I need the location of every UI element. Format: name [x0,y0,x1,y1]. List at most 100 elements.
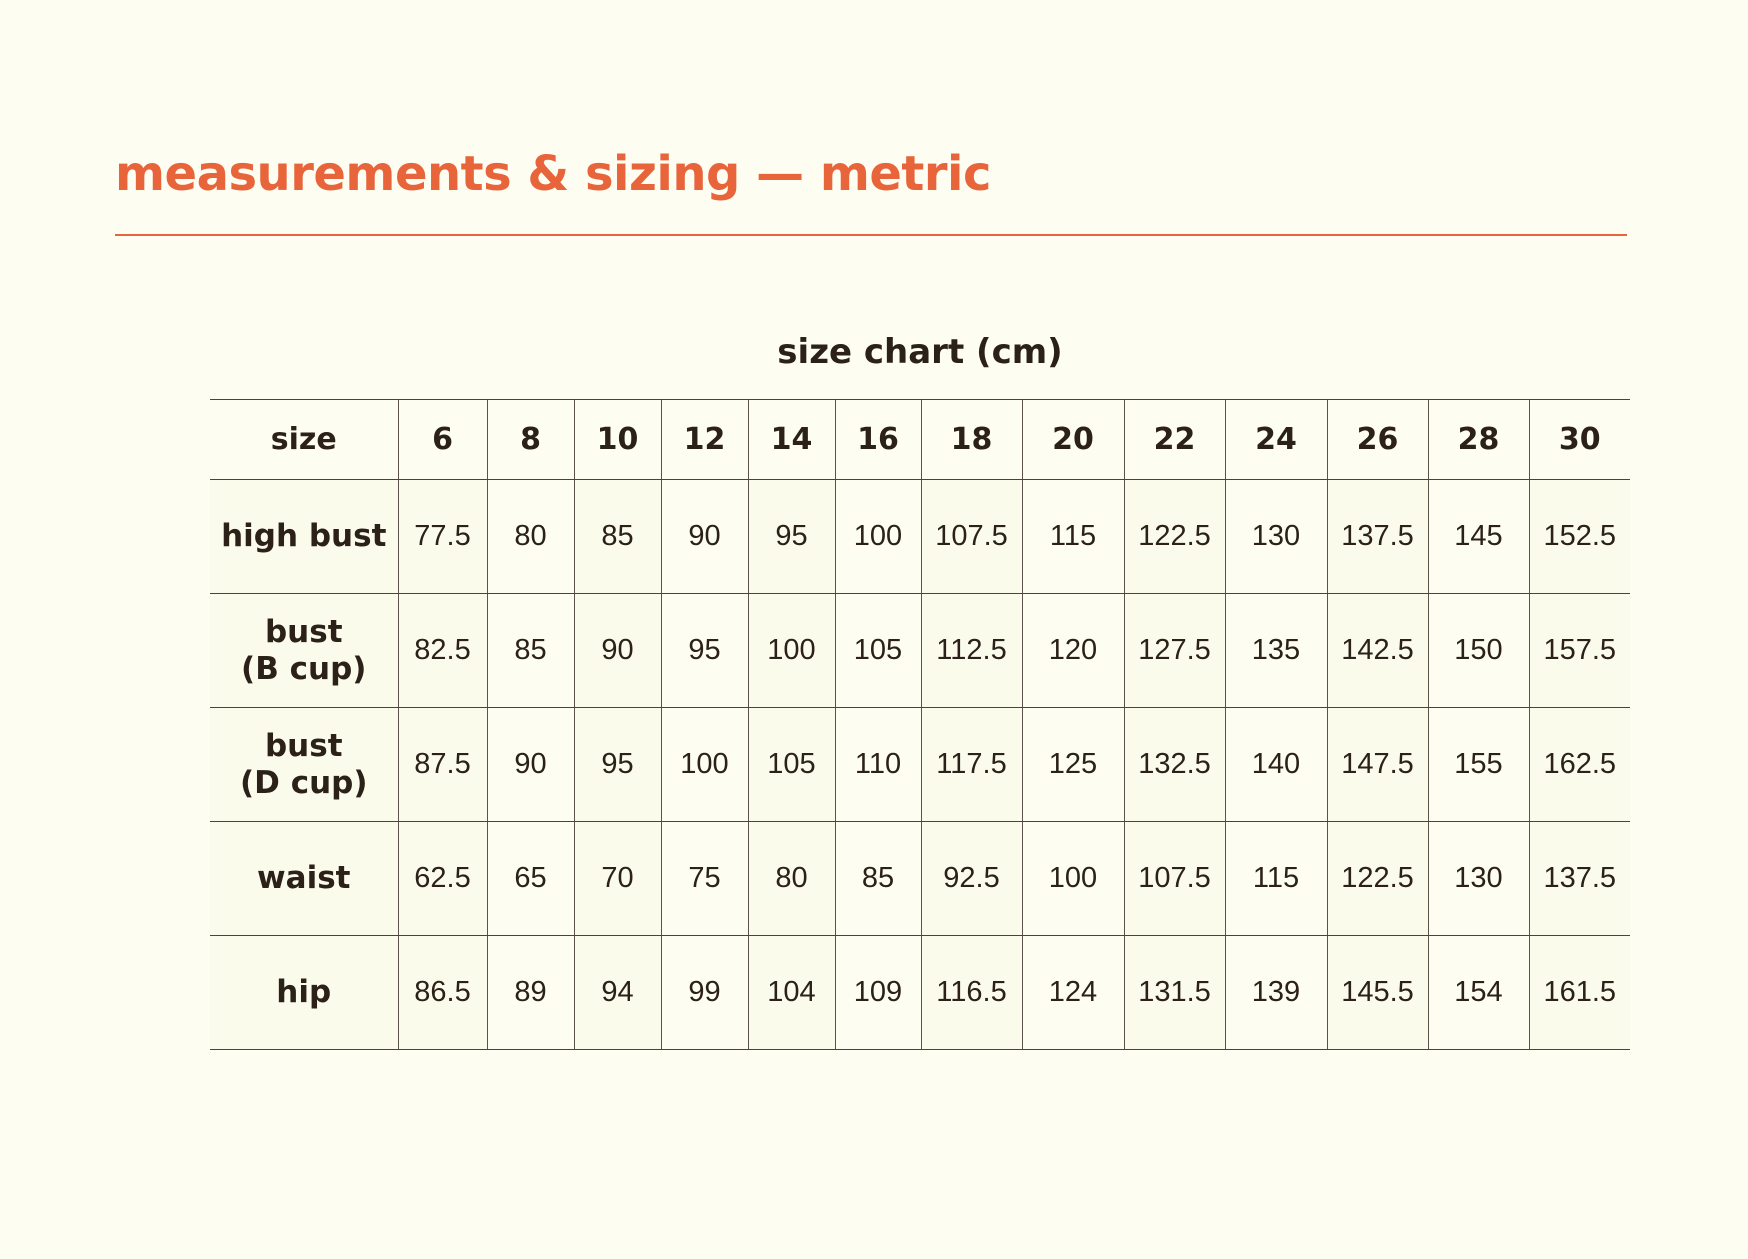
table-cell: 145 [1427,479,1529,594]
table-cell: 65 [486,821,574,936]
header-row: size 6 8 10 12 14 16 18 20 22 24 26 28 30 [210,399,1630,480]
table-row: bust (D cup) 87.5 90 95 100 105 110 117.5 125 132.… [210,707,1630,822]
table-cell: 109 [834,935,921,1050]
table-cell: 105 [834,593,921,708]
table-cell: 92.5 [920,821,1022,936]
row-label: waist [210,821,398,936]
row-label-line: waist [257,860,351,896]
page-title: measurements & sizing — metric [115,146,991,202]
table-cell: 75 [660,821,748,936]
table-cell: 145.5 [1326,935,1428,1050]
table-cell: 85 [834,821,921,936]
table-cell: 117.5 [920,707,1022,822]
table-cell: 122.5 [1123,479,1225,594]
table-row: hip 86.5 89 94 99 104 109 116.5 124 131.5 139 145.5… [210,935,1630,1050]
table-cell: 80 [486,479,574,594]
table-cell: 104 [747,935,835,1050]
row-label-line: high bust [221,518,387,554]
header-size-28: 28 [1427,399,1529,480]
table-cell: 157.5 [1528,593,1630,708]
row-label-line: (D cup) [240,764,368,801]
header-size-12: 12 [660,399,748,480]
table-cell: 162.5 [1528,707,1630,822]
table-cell: 62.5 [397,821,487,936]
table-row: bust (B cup) 82.5 85 90 95 100 105 112.5 120 127.5… [210,593,1630,708]
table-cell: 105 [747,707,835,822]
header-size-24: 24 [1224,399,1327,480]
table-cell: 140 [1224,707,1327,822]
table-cell: 115 [1021,479,1124,594]
table-cell: 90 [486,707,574,822]
row-label-line: (B cup) [241,650,367,687]
table-cell: 100 [660,707,748,822]
title-divider [115,234,1627,236]
table-cell: 139 [1224,935,1327,1050]
table-cell: 90 [573,593,661,708]
table-cell: 147.5 [1326,707,1428,822]
table-cell: 80 [747,821,835,936]
table-cell: 86.5 [397,935,487,1050]
table-cell: 135 [1224,593,1327,708]
header-size-18: 18 [920,399,1022,480]
table-cell: 120 [1021,593,1124,708]
table-cell: 115 [1224,821,1327,936]
table-cell: 95 [660,593,748,708]
table-row: waist 62.5 65 70 75 80 85 92.5 100 107.5 115 122.5 1… [210,821,1630,936]
table-cell: 137.5 [1326,479,1428,594]
header-size-26: 26 [1326,399,1428,480]
table-cell: 130 [1427,821,1529,936]
table-cell: 95 [747,479,835,594]
table-cell: 100 [1021,821,1124,936]
header-size-22: 22 [1123,399,1225,480]
table-cell: 131.5 [1123,935,1225,1050]
table-cell: 154 [1427,935,1529,1050]
header-size-20: 20 [1021,399,1124,480]
table-cell: 137.5 [1528,821,1630,936]
table-cell: 150 [1427,593,1529,708]
table-cell: 100 [747,593,835,708]
row-label-line: hip [276,974,332,1010]
header-size-8: 8 [486,399,574,480]
table-cell: 155 [1427,707,1529,822]
table-cell: 142.5 [1326,593,1428,708]
table-title: size chart (cm) [777,332,1063,372]
table-cell: 94 [573,935,661,1050]
table-cell: 122.5 [1326,821,1428,936]
table-row: high bust 77.5 80 85 90 95 100 107.5 115 122.5 130… [210,479,1630,594]
size-chart-table: size 6 8 10 12 14 16 18 20 22 24 26 28 30 high bust 7… [210,399,1630,1050]
header-size-label: size [210,399,398,480]
table-cell: 85 [573,479,661,594]
header-size-14: 14 [747,399,835,480]
table-cell: 107.5 [920,479,1022,594]
table-cell: 130 [1224,479,1327,594]
table-cell: 124 [1021,935,1124,1050]
row-label: bust (B cup) [210,593,398,708]
header-size-10: 10 [573,399,661,480]
table-cell: 127.5 [1123,593,1225,708]
table-cell: 116.5 [920,935,1022,1050]
table-cell: 125 [1021,707,1124,822]
table-cell: 152.5 [1528,479,1630,594]
row-label-line: bust [264,727,343,764]
table-cell: 132.5 [1123,707,1225,822]
row-label: high bust [210,479,398,594]
table-cell: 90 [660,479,748,594]
table-cell: 95 [573,707,661,822]
row-label: bust (D cup) [210,707,398,822]
table-cell: 77.5 [397,479,487,594]
row-label: hip [210,935,398,1050]
table-cell: 85 [486,593,574,708]
table-cell: 100 [834,479,921,594]
table-cell: 70 [573,821,661,936]
table-cell: 107.5 [1123,821,1225,936]
table-cell: 110 [834,707,921,822]
header-size-6: 6 [397,399,487,480]
table-cell: 161.5 [1528,935,1630,1050]
table-cell: 82.5 [397,593,487,708]
table-cell: 89 [486,935,574,1050]
table-cell: 112.5 [920,593,1022,708]
table-cell: 87.5 [397,707,487,822]
row-label-line: bust [264,613,343,650]
table-cell: 99 [660,935,748,1050]
header-size-30: 30 [1528,399,1630,480]
